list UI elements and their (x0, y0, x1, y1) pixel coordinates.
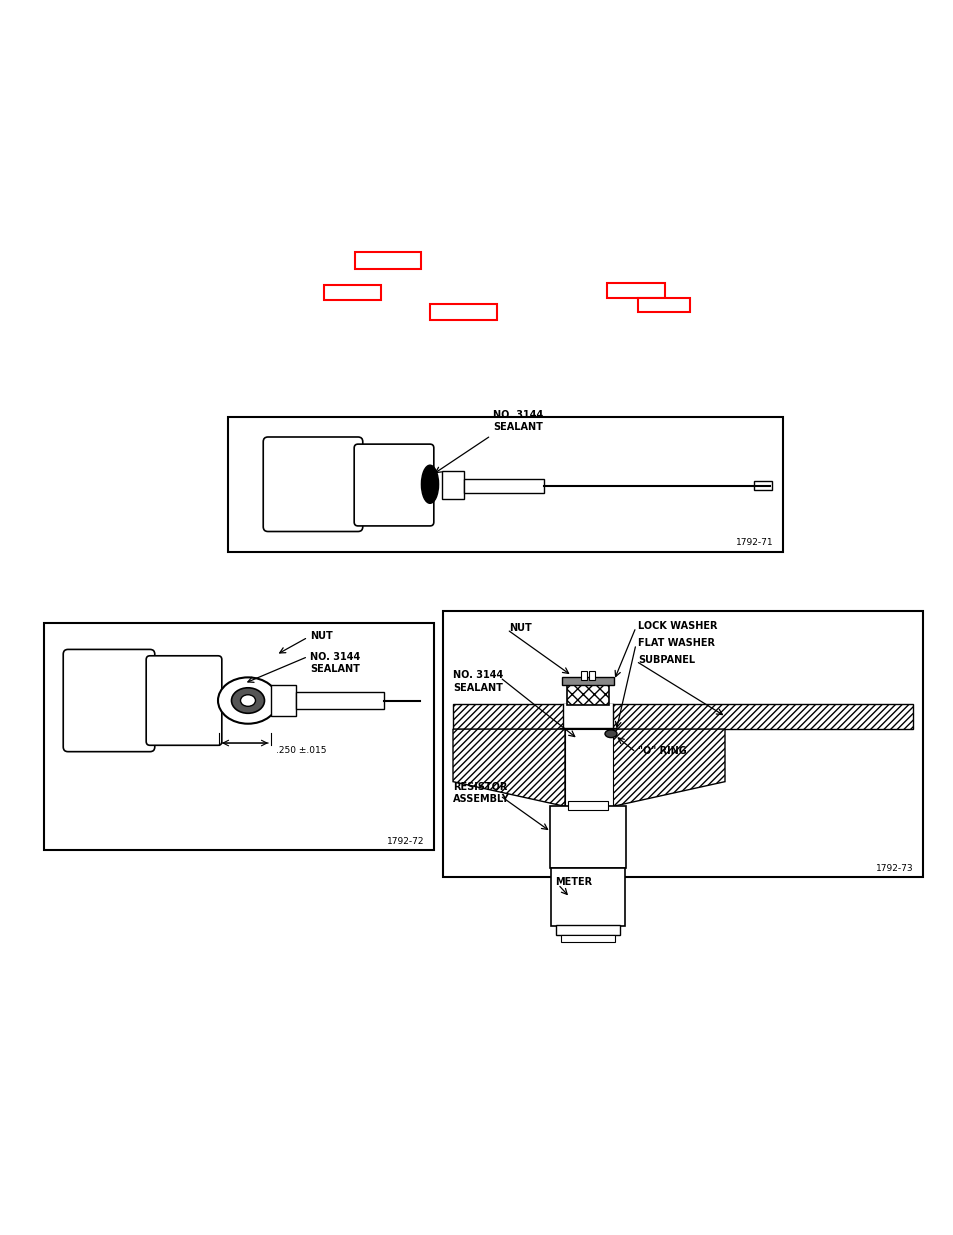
FancyBboxPatch shape (354, 445, 434, 526)
Text: NUT: NUT (310, 631, 333, 641)
Text: LOCK WASHER: LOCK WASHER (638, 621, 717, 631)
Bar (441, 471, 463, 499)
Bar (355, 252, 420, 269)
Bar (588, 671, 595, 680)
Bar (561, 677, 614, 685)
Text: METER: METER (555, 877, 592, 887)
Bar (551, 868, 624, 926)
Bar (271, 685, 295, 716)
Bar (562, 704, 613, 729)
Text: FLAT WASHER: FLAT WASHER (638, 637, 714, 647)
Bar (580, 671, 586, 680)
Bar (566, 683, 608, 705)
Bar (228, 417, 782, 552)
Ellipse shape (240, 695, 255, 706)
Bar (638, 298, 689, 312)
Ellipse shape (232, 688, 264, 714)
Text: NO. 3144
SEALANT: NO. 3144 SEALANT (453, 671, 503, 693)
Text: RESISTOR
ASSEMBLY: RESISTOR ASSEMBLY (453, 782, 509, 804)
Bar (295, 692, 384, 709)
Polygon shape (613, 729, 724, 806)
Bar (324, 285, 380, 300)
Bar (567, 802, 607, 810)
FancyBboxPatch shape (263, 437, 362, 531)
Bar (430, 304, 497, 320)
Text: NO. 3144
SEALANT: NO. 3144 SEALANT (493, 410, 542, 432)
Bar (44, 622, 434, 851)
Bar (559, 729, 616, 736)
Bar (560, 935, 615, 942)
Bar (453, 704, 912, 729)
FancyBboxPatch shape (146, 656, 222, 745)
FancyBboxPatch shape (63, 650, 154, 752)
Text: 1792-71: 1792-71 (735, 538, 773, 547)
Bar (556, 925, 619, 935)
Bar (753, 482, 771, 490)
Ellipse shape (421, 466, 438, 504)
Text: NO. 3144
SEALANT: NO. 3144 SEALANT (310, 652, 360, 674)
Bar (463, 479, 543, 493)
Text: SUBPANEL: SUBPANEL (638, 655, 695, 664)
Bar (564, 729, 613, 806)
Bar (606, 283, 664, 298)
Bar (442, 611, 923, 877)
Bar (575, 735, 600, 745)
Text: .250 ±.015: .250 ±.015 (275, 746, 326, 755)
Bar (550, 806, 625, 868)
Text: 1792-73: 1792-73 (875, 863, 913, 873)
Ellipse shape (604, 730, 617, 737)
Text: "O" RING: "O" RING (638, 746, 686, 756)
Ellipse shape (218, 677, 277, 724)
Text: 1792-72: 1792-72 (387, 836, 424, 846)
Text: NUT: NUT (509, 622, 531, 632)
Polygon shape (453, 729, 564, 806)
